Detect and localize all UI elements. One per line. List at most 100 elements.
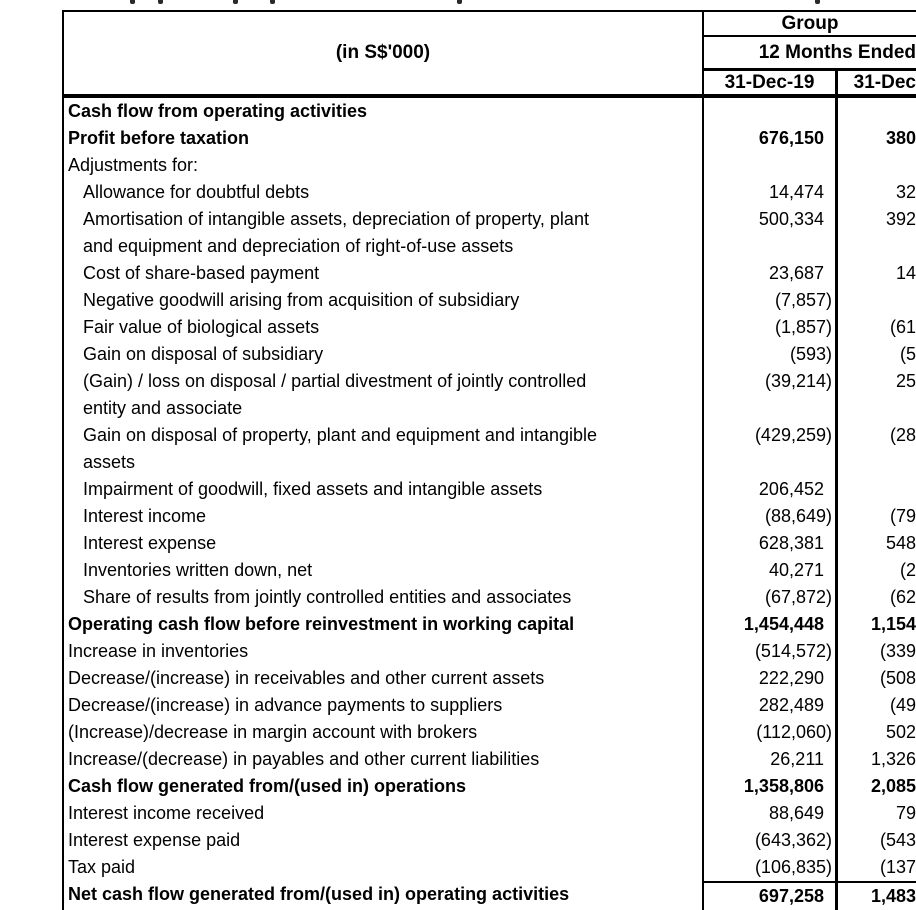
value-31-dec-prior-year-clipped: 502 bbox=[885, 722, 916, 742]
value-31-dec-19: 40,271 bbox=[704, 557, 838, 584]
row-label: Interest expense paid bbox=[64, 827, 704, 854]
row-label: Cost of share-based payment bbox=[64, 260, 704, 287]
table-body: Cash flow from operating activities Profi… bbox=[64, 98, 916, 910]
row-label: Gain on disposal of property, plant and … bbox=[64, 422, 704, 476]
value-31-dec-19: 88,649 bbox=[704, 800, 838, 827]
clipped-text-remnant bbox=[815, 0, 820, 4]
row-label: Increase in inventories bbox=[64, 638, 704, 665]
value-31-dec-19 bbox=[704, 98, 838, 125]
row-label: Share of results from jointly controlled… bbox=[64, 584, 704, 611]
table-row: Net cash flow generated from/(used in) o… bbox=[64, 881, 916, 910]
clipped-text-remnant bbox=[130, 0, 135, 4]
table-row: Tax paid (106,835) (137 bbox=[64, 854, 916, 881]
table-row: Increase/(decrease) in payables and othe… bbox=[64, 746, 916, 773]
value-31-dec-prior-year-clipped: 392 bbox=[885, 209, 916, 229]
table-row: Negative goodwill arising from acquisiti… bbox=[64, 287, 916, 314]
table-row: Cost of share-based payment 23,687 14 bbox=[64, 260, 916, 287]
row-label: Decrease/(increase) in advance payments … bbox=[64, 692, 704, 719]
table-row: Share of results from jointly controlled… bbox=[64, 584, 916, 611]
row-label: Negative goodwill arising from acquisiti… bbox=[64, 287, 704, 314]
group-header: Group bbox=[704, 12, 916, 37]
value-31-dec-19: 676,150 bbox=[704, 125, 838, 152]
value-31-dec-prior-year-clipped: (5 bbox=[899, 344, 916, 364]
page: { "table": { "unit_label": "(in S$'000)"… bbox=[62, 0, 916, 910]
value-31-dec-prior-year-clipped bbox=[838, 98, 916, 125]
value-31-dec-prior-year-clipped: (508 bbox=[879, 668, 916, 688]
period-header: 12 Months Ended bbox=[704, 37, 916, 71]
value-31-dec-prior-year-clipped: 25 bbox=[895, 371, 916, 391]
value-31-dec-prior-year-clipped: 32 bbox=[895, 182, 916, 202]
table-row: Increase in inventories (514,572) (339 bbox=[64, 638, 916, 665]
value-31-dec-19: (106,835) bbox=[704, 854, 838, 881]
value-31-dec-19: 1,358,806 bbox=[704, 773, 838, 800]
row-label: Fair value of biological assets bbox=[64, 314, 704, 341]
unit-label: (in S$'000) bbox=[335, 42, 431, 63]
value-31-dec-19: 26,211 bbox=[704, 746, 838, 773]
row-label: Net cash flow generated from/(used in) o… bbox=[64, 881, 704, 910]
value-31-dec-19: (39,214) bbox=[704, 368, 838, 422]
column-header-31-dec-clipped: 31-Dec bbox=[853, 72, 916, 93]
value-31-dec-19: (67,872) bbox=[704, 584, 838, 611]
clipped-text-remnant bbox=[270, 0, 275, 4]
row-label: Cash flow generated from/(used in) opera… bbox=[64, 773, 704, 800]
table-row: Decrease/(increase) in advance payments … bbox=[64, 692, 916, 719]
table-row: Interest expense 628,381 548 bbox=[64, 530, 916, 557]
row-label: Profit before taxation bbox=[64, 125, 704, 152]
table-row: Gain on disposal of subsidiary (593) (5 bbox=[64, 341, 916, 368]
value-31-dec-prior-year-clipped: 548 bbox=[885, 533, 916, 553]
row-label: Interest income bbox=[64, 503, 704, 530]
value-31-dec-19: (112,060) bbox=[704, 719, 838, 746]
table-row: Cash flow generated from/(used in) opera… bbox=[64, 773, 916, 800]
value-31-dec-prior-year-clipped: (543 bbox=[879, 830, 916, 850]
value-31-dec-19 bbox=[704, 152, 838, 179]
value-31-dec-19: 206,452 bbox=[704, 476, 838, 503]
table-row: Cash flow from operating activities bbox=[64, 98, 916, 125]
table-row: Operating cash flow before reinvestment … bbox=[64, 611, 916, 638]
value-31-dec-19: (88,649) bbox=[704, 503, 838, 530]
value-31-dec-19: 23,687 bbox=[704, 260, 838, 287]
table-row: Impairment of goodwill, fixed assets and… bbox=[64, 476, 916, 503]
value-31-dec-19: 500,334 bbox=[704, 206, 838, 260]
row-label: Increase/(decrease) in payables and othe… bbox=[64, 746, 704, 773]
table-row: Adjustments for: bbox=[64, 152, 916, 179]
row-label: (Gain) / loss on disposal / partial dive… bbox=[64, 368, 704, 422]
clipped-text-remnant bbox=[233, 0, 238, 4]
value-31-dec-prior-year-clipped: (79 bbox=[889, 506, 916, 526]
clipped-text-remnant bbox=[457, 0, 462, 4]
row-label: Decrease/(increase) in receivables and o… bbox=[64, 665, 704, 692]
table-row: Amortisation of intangible assets, depre… bbox=[64, 206, 916, 260]
value-31-dec-prior-year-clipped: (339 bbox=[879, 641, 916, 661]
table-row: Profit before taxation 676,150 380 bbox=[64, 125, 916, 152]
value-31-dec-prior-year-clipped bbox=[838, 476, 916, 503]
row-label: Interest expense bbox=[64, 530, 704, 557]
value-31-dec-19: (514,572) bbox=[704, 638, 838, 665]
clipped-text-remnant bbox=[158, 0, 163, 4]
value-31-dec-19: (429,259) bbox=[704, 422, 838, 476]
table-row: Interest expense paid (643,362) (543 bbox=[64, 827, 916, 854]
value-31-dec-19: 14,474 bbox=[704, 179, 838, 206]
table-row: Fair value of biological assets (1,857) (6… bbox=[64, 314, 916, 341]
table-row: Interest income (88,649) (79 bbox=[64, 503, 916, 530]
table-row: (Increase)/decrease in margin account wi… bbox=[64, 719, 916, 746]
value-31-dec-prior-year-clipped: (61 bbox=[889, 317, 916, 337]
row-label: Tax paid bbox=[64, 854, 704, 881]
header-right-group: Group 12 Months Ended 31-Dec-19 31-Dec bbox=[704, 12, 916, 94]
value-31-dec-19: 697,258 bbox=[704, 881, 838, 910]
table-row: Interest income received 88,649 79 bbox=[64, 800, 916, 827]
row-label: Operating cash flow before reinvestment … bbox=[64, 611, 704, 638]
value-31-dec-prior-year-clipped bbox=[838, 152, 916, 179]
cash-flow-statement-table: (in S$'000) Group 12 Months Ended 31-Dec… bbox=[62, 10, 916, 910]
value-31-dec-prior-year-clipped: (137 bbox=[879, 857, 916, 877]
table-header: (in S$'000) Group 12 Months Ended 31-Dec… bbox=[64, 12, 916, 98]
value-31-dec-19: (1,857) bbox=[704, 314, 838, 341]
unit-label-cell: (in S$'000) bbox=[64, 12, 704, 94]
value-31-dec-prior-year-clipped: 2,085 bbox=[870, 776, 916, 796]
row-label: Allowance for doubtful debts bbox=[64, 179, 704, 206]
value-31-dec-19: (7,857) bbox=[704, 287, 838, 314]
table-row: Gain on disposal of property, plant and … bbox=[64, 422, 916, 476]
row-label: Interest income received bbox=[64, 800, 704, 827]
value-31-dec-19: 222,290 bbox=[704, 665, 838, 692]
value-31-dec-prior-year-clipped bbox=[838, 287, 916, 314]
row-label: Impairment of goodwill, fixed assets and… bbox=[64, 476, 704, 503]
row-label: (Increase)/decrease in margin account wi… bbox=[64, 719, 704, 746]
